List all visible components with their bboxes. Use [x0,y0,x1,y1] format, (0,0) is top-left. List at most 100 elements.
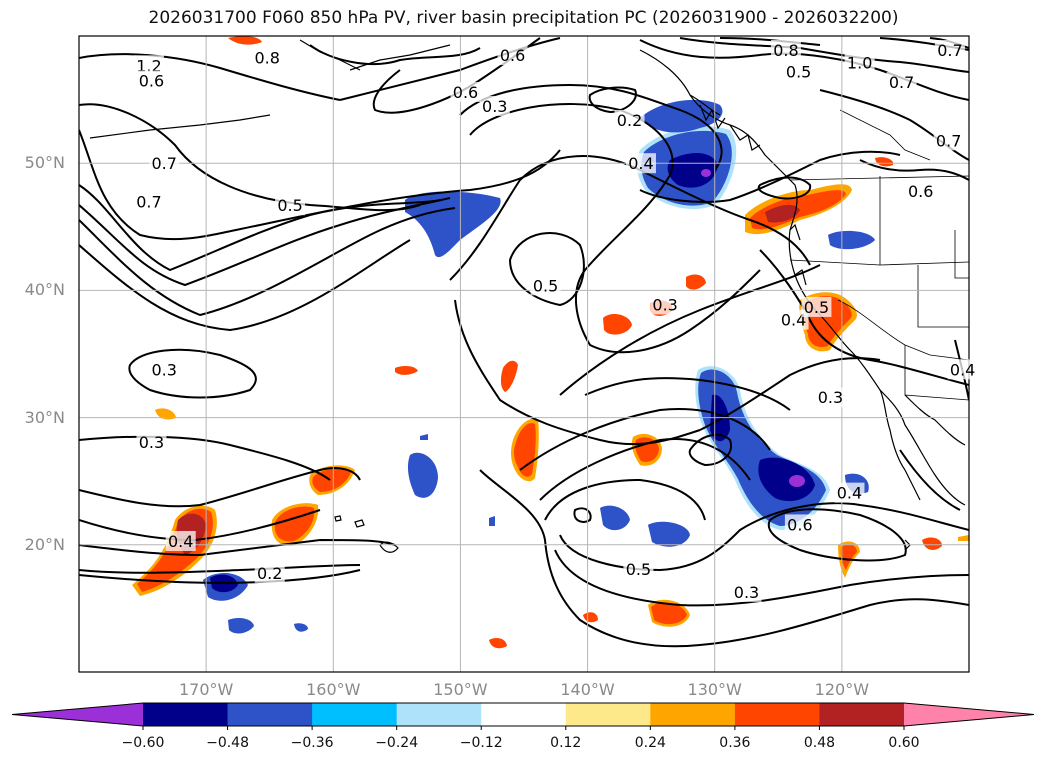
contour-label-bg [149,359,180,380]
pv-contour-lines [79,37,969,648]
contour-label: 0.3 [151,360,176,379]
latitude-label: 20°N [24,534,65,554]
contour-label-bg [530,275,561,296]
contour-label: 1.0 [847,54,872,73]
contour-label-bg [650,294,681,315]
contour-label: 0.6 [139,72,164,91]
contour-label: 0.4 [837,484,862,503]
colorbar-segment [819,703,905,726]
colorbar-tick-label: 0.12 [550,735,582,751]
contour-label: 0.4 [781,311,806,330]
colorbar-segment [565,703,651,726]
contour-label: 1.2 [136,56,161,75]
contour-label-bg [136,431,167,452]
colorbar-segment [650,703,736,726]
colorbar-tick-label: −0.48 [206,735,249,751]
colorbar-tick-label: 0.48 [803,735,836,751]
contour-label-bg [254,562,285,583]
contour-label: 0.3 [652,295,677,314]
latitude-label: 50°N [24,153,65,173]
colorbar-segment [312,703,398,726]
pv-precip-map: 1.2 0.80.60.60.60.30.20.80.5 1.00.70.70.70… [78,35,978,673]
map-title: 2026031700 F060 850 hPa PV, river basin … [148,8,899,28]
longitude-label: 140°W [560,680,615,699]
contour-label: 0.2 [257,564,282,583]
longitude-label: 130°W [687,680,742,699]
contour-label: 0.3 [818,388,843,407]
contour-label-bg [136,70,167,91]
contour-label: 0.5 [786,63,811,82]
colorbar-segment [396,703,482,726]
contour-label: 0.5 [533,276,558,295]
contour-label-bg [450,81,481,102]
latitude-label: 40°N [24,280,65,300]
contour-label: 0.7 [151,154,176,173]
longitude-label: 150°W [433,680,488,699]
contour-label: 0.6 [787,515,812,534]
contour-label-bg [770,39,801,60]
contour-label-bg [801,296,832,317]
map-frame [78,35,970,673]
contour-label-bg [275,195,306,216]
colorbar-tick-label: 0.36 [719,735,751,751]
contour-label: 0.8 [254,49,279,68]
contour-label: 0.3 [139,433,164,452]
contour-label: 0.3 [482,97,507,116]
contour-label-bg [834,482,865,503]
political-borders [789,109,969,401]
latitude-label: 30°N [24,407,65,427]
contour-label-bg [731,581,762,602]
contour-label-bg [886,71,917,92]
contour-label-bg [133,191,164,212]
contour-label-bg [625,153,656,174]
contour-label: 0.2 [617,111,642,130]
contour-labels: 1.2 0.80.60.60.60.30.20.80.5 1.00.70.70.70… [133,39,978,602]
contour-label-bg [905,181,936,202]
contour-label-bg [783,61,814,82]
contour-label: 0.5 [277,196,302,215]
contour-label-bg [623,558,654,579]
contour-label-bg [933,130,964,151]
colorbar-extend-high [904,703,1034,726]
contour-label-bg [784,514,815,535]
colorbar-segment [227,703,313,726]
colorbar-tick-label: −0.36 [290,735,334,751]
contour-label: 0.6 [908,182,933,201]
contour-label: 0.6 [500,46,525,65]
contour-label-bg [497,45,528,66]
contour-label-bg [133,55,164,76]
contour-label: 0.4 [628,154,653,173]
contour-label-bg [778,309,809,330]
contour-label-bg [149,153,180,174]
longitude-label: 170°W [178,680,234,699]
contour-label-bg [252,47,283,68]
contour-label: 0.8 [773,41,798,60]
contour-label: 0.7 [937,41,962,60]
colorbar-tick-label: −0.24 [375,735,419,751]
contour-label: 0.7 [136,192,161,211]
colorbar-extend-low [12,703,143,726]
colorbar-tick-label: −0.60 [121,735,165,751]
contour-label-bg [614,109,645,130]
colorbar-tick-label: 0.24 [634,735,666,751]
contour-label: 0.6 [453,83,478,102]
contour-label-bg [934,39,965,60]
contour-label-bg [947,359,978,380]
contour-label: 0.5 [626,560,651,579]
contour-label: 0.7 [889,73,914,92]
graticule [79,36,969,672]
contour-label-bg [815,387,846,408]
contour-label-bg [844,52,875,73]
colorbar-segment [481,703,567,726]
coastlines [89,39,966,553]
contour-label: 0.5 [804,298,829,317]
longitude-label: 120°W [814,680,870,699]
colorbar-tick-label: −0.12 [459,735,503,751]
contour-label: 0.3 [734,583,759,602]
colorbar-tick-label: 0.60 [888,735,920,751]
contour-label: 0.4 [950,360,975,379]
contour-label: 0.4 [168,532,193,551]
colorbar-segment [143,703,229,726]
contour-label: 0.7 [936,131,961,150]
